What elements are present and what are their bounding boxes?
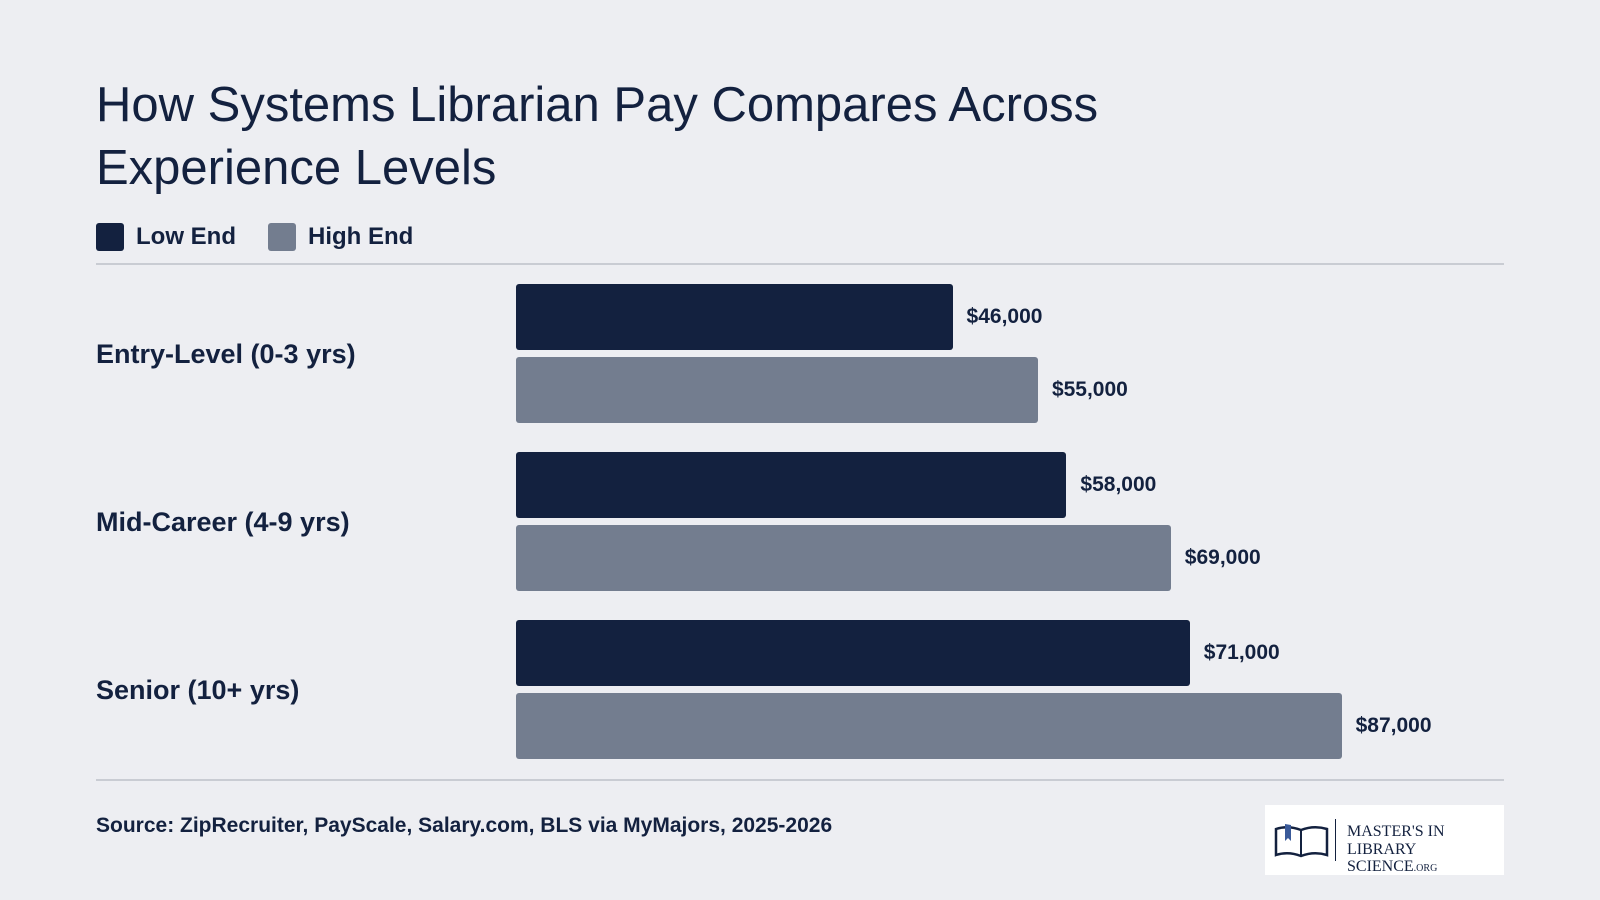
value-label: $71,000 [1203, 641, 1280, 664]
bar [516, 525, 1171, 591]
legend-label: High End [307, 223, 414, 250]
divider [96, 779, 1504, 781]
logo-text: LIBRARY SCIENCE.ORG [1347, 841, 1504, 877]
chart-title: How Systems Librarian Pay Compares Acros… [96, 78, 1099, 195]
logo-text: LIBRARY SCIENCE [1347, 841, 1416, 875]
value-label: $58,000 [1080, 473, 1157, 496]
value-label: $69,000 [1184, 546, 1261, 569]
source-note: Source: ZipRecruiter, PayScale, Salary.c… [96, 814, 833, 837]
logo-divider [1335, 819, 1336, 861]
bar [516, 693, 1342, 759]
value-label: $87,000 [1355, 714, 1432, 737]
logo-suffix: .ORG [1413, 863, 1438, 874]
bar [516, 284, 953, 350]
category-label: Senior (10+ yrs) [96, 674, 300, 705]
value-label: $46,000 [966, 305, 1043, 328]
legend-swatch [96, 223, 124, 251]
bar [516, 620, 1190, 686]
bar [516, 357, 1038, 423]
value-label: $55,000 [1051, 378, 1128, 401]
logo-text: MASTER'S IN [1347, 823, 1445, 840]
bar [516, 452, 1067, 518]
divider [96, 263, 1504, 265]
legend-label: Low End [136, 223, 236, 250]
category-label: Mid-Career (4-9 yrs) [96, 506, 350, 537]
legend-swatch [267, 223, 296, 251]
book-icon [1274, 824, 1329, 858]
category-label: Entry-Level (0-3 yrs) [96, 338, 356, 369]
logo: MASTER'S IN LIBRARY SCIENCE.ORG [1265, 805, 1504, 875]
